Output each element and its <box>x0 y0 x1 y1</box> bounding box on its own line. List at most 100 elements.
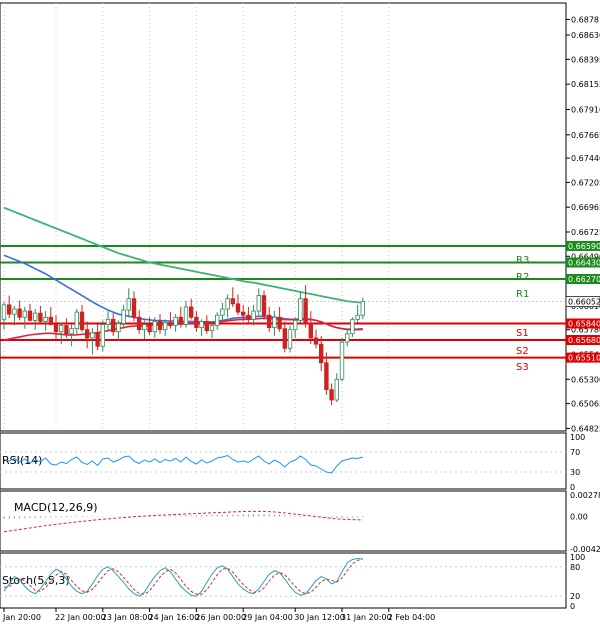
time-tick-label: 26 Jan 00:00 <box>195 613 246 622</box>
level-label-s1: S1 <box>516 328 529 339</box>
candle-body <box>199 321 204 329</box>
stoch-tick-label: 20 <box>570 592 580 601</box>
level-price-badge-label: 0.65840 <box>568 319 600 328</box>
time-tick-label: 22 Jan 00:00 <box>55 613 106 622</box>
candle-body <box>100 324 105 347</box>
stoch-panel-frame <box>0 552 567 609</box>
macd-panel: MACD(12,26,9) 0.002781 0.00 -0.004236 <box>0 490 600 554</box>
stoch-tick-label: 100 <box>570 553 585 562</box>
candle-body <box>209 325 215 332</box>
price-tick-label: 0.68155 <box>571 80 600 89</box>
candle-body <box>17 308 22 318</box>
time-tick-label: 24 Jan 16:00 <box>149 613 200 622</box>
rsi-tick-label: 100 <box>570 433 585 442</box>
price-tick-label: 0.65065 <box>571 400 600 409</box>
time-tick-label: 23 Jan 08:00 <box>102 613 153 622</box>
candle-body <box>204 321 209 332</box>
candle-body <box>27 310 33 321</box>
macd-signal-line <box>3 510 363 533</box>
macd-series: 0.002781 0.00 -0.004236 <box>3 491 600 554</box>
candle-body <box>43 316 48 322</box>
candle-body <box>324 362 329 391</box>
pivot-levels: R3 R2 R1 S1 S2 S3 <box>0 244 566 373</box>
level-price-badge <box>566 318 600 329</box>
time-tick-label: 31 Jan 20:00 <box>341 613 392 622</box>
candle-body <box>53 324 59 333</box>
level-label-r3: R3 <box>516 255 529 266</box>
macd-panel-frame <box>0 490 567 552</box>
candle-body <box>74 311 79 330</box>
level-price-badge-label: 0.66430 <box>568 258 600 267</box>
candle-body <box>298 298 303 321</box>
candle-body <box>277 316 282 330</box>
level-price-badge <box>566 257 600 268</box>
candle-body <box>240 311 246 316</box>
candle-body <box>1 304 7 320</box>
level-price-badge-label: 0.66270 <box>568 275 600 284</box>
candle-body <box>131 298 137 318</box>
candle-body <box>136 316 142 331</box>
candle-body <box>116 323 121 333</box>
candle-body <box>90 332 95 339</box>
candle-body <box>178 316 183 325</box>
rsi-line <box>3 454 363 474</box>
candle-body <box>292 319 298 331</box>
level-label-r2: R2 <box>516 272 529 283</box>
stoch-main-line <box>3 557 363 597</box>
candle-body <box>214 314 220 326</box>
level-price-badge <box>566 274 600 285</box>
candle-body <box>173 316 178 326</box>
candle-body <box>33 312 38 321</box>
candle-body <box>329 389 334 401</box>
candle-body <box>7 304 12 315</box>
ema-slow-line <box>3 206 363 304</box>
level-label-s3: S3 <box>516 362 529 373</box>
level-price-badge <box>566 335 600 346</box>
candle-body <box>339 341 345 380</box>
candle-body <box>220 308 225 316</box>
level-price-badge <box>566 352 600 363</box>
candle-body <box>261 295 267 316</box>
time-tick-label: Jan 20:00 <box>2 613 41 622</box>
candle-body <box>12 308 17 315</box>
candle-body <box>287 329 293 349</box>
candle-body <box>272 316 277 329</box>
price-tick-label: 0.67205 <box>571 178 600 187</box>
candle-body <box>308 323 313 339</box>
candle-body <box>225 298 230 310</box>
macd-tick-label: 0.002781 <box>570 491 600 500</box>
candle-body <box>121 309 126 324</box>
candle-body <box>95 332 100 347</box>
stoch-signal-line <box>3 558 363 595</box>
candle-body <box>303 298 308 324</box>
price-tick-label: 0.67665 <box>571 131 600 140</box>
candle-body <box>111 318 116 333</box>
price-tick-label: 0.68781 <box>571 15 600 24</box>
candle-body <box>126 298 131 311</box>
time-tick-label: 29 Jan 04:00 <box>242 613 293 622</box>
stoch-label: Stoch(5,5,3) <box>2 574 70 587</box>
main-panel-frame <box>0 2 567 432</box>
candle-body <box>142 324 147 331</box>
level-label-s2: S2 <box>516 346 529 357</box>
candle-body <box>230 298 235 305</box>
candle-body <box>251 310 256 320</box>
time-tick-label: 30 Jan 12:00 <box>294 613 345 622</box>
candle-body <box>194 316 199 329</box>
candle-body <box>22 310 27 318</box>
candle-body <box>147 324 152 333</box>
candle-body <box>105 318 111 325</box>
candle-body <box>59 325 64 333</box>
price-tick-label: 0.66965 <box>571 203 600 212</box>
current-price-label: 0.66052 <box>568 298 600 307</box>
candle-body <box>183 306 189 325</box>
price-tick-label: 0.64825 <box>571 424 600 433</box>
